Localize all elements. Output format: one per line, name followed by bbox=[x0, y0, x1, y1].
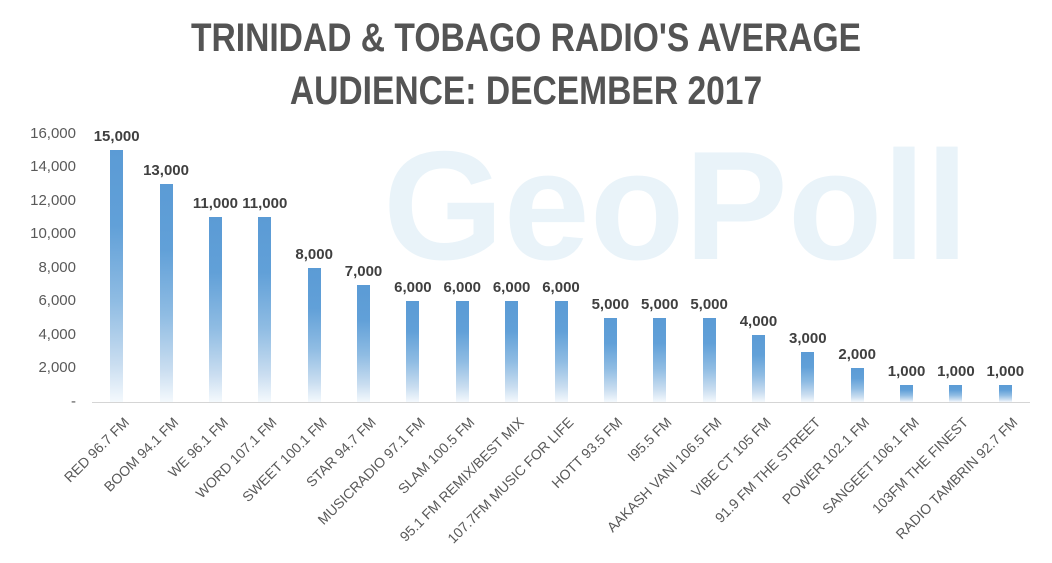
y-axis-tick-label: 10,000 bbox=[30, 225, 76, 243]
value-label: 6,000 bbox=[443, 279, 482, 297]
value-label: 1,000 bbox=[937, 363, 975, 381]
y-axis-tick-label: 14,000 bbox=[30, 158, 76, 176]
chart-title-line-1: TRINIDAD & TOBAGO RADIO'S AVERAGE bbox=[190, 16, 862, 60]
bar-musicradio-97.1-fm bbox=[406, 301, 420, 402]
y-axis-tick-label: 12,000 bbox=[30, 191, 76, 209]
geopoll-watermark: GeoPoll bbox=[383, 119, 969, 292]
chart-title: TRINIDAD & TOBAGO RADIO'S AVERAGE AUDIEN… bbox=[0, 12, 1052, 118]
x-axis-category-text: SWEET 100.1 FM bbox=[238, 414, 330, 505]
x-axis-category-text: I95.5 FM bbox=[624, 414, 676, 465]
value-label: 1,000 bbox=[986, 363, 1025, 381]
y-axis-tick-label: 16,000 bbox=[30, 124, 76, 142]
value-label: 11,000 bbox=[192, 195, 238, 213]
bar-hott-93.5-fm bbox=[603, 318, 617, 402]
chart-title-line-2: AUDIENCE: DECEMBER 2017 bbox=[289, 69, 763, 113]
bar-103fm-the-finest bbox=[949, 385, 963, 402]
value-label: 13,000 bbox=[143, 161, 189, 179]
x-axis-category-text: POWER 102.1 FM bbox=[779, 414, 873, 508]
bar-radio-tambrin-92.7-fm bbox=[998, 385, 1012, 402]
value-label: 5,000 bbox=[640, 296, 679, 314]
bar-91.9-fm-the-street bbox=[801, 351, 815, 402]
bar-sweet-100.1-fm bbox=[307, 267, 321, 402]
value-label: 3,000 bbox=[789, 329, 827, 347]
bar-star-94.7-fm bbox=[357, 284, 371, 402]
y-axis-tick-label: 6,000 bbox=[38, 292, 76, 310]
y-axis-tick-label: 8,000 bbox=[38, 258, 76, 276]
value-label: 6,000 bbox=[542, 279, 580, 297]
y-axis-tick-label: - bbox=[71, 393, 76, 410]
bar-i95.5-fm bbox=[653, 318, 667, 402]
value-label: 4,000 bbox=[739, 312, 778, 330]
value-label: 5,000 bbox=[591, 296, 630, 314]
value-label: 8,000 bbox=[295, 245, 333, 263]
bar-95.1-fm-remix-best-mix bbox=[505, 301, 519, 402]
value-label: 6,000 bbox=[492, 279, 531, 297]
y-axis-tick-label: 2,000 bbox=[38, 359, 76, 377]
bar-aakash-vani-106.5-fm bbox=[702, 318, 716, 402]
value-label: 11,000 bbox=[242, 195, 288, 213]
bar-word-107.1-fm bbox=[258, 217, 272, 402]
y-axis-tick-label: 4,000 bbox=[38, 325, 76, 343]
bar-red-96.7-fm bbox=[110, 150, 124, 402]
bar-slam-100.5-fm bbox=[455, 301, 469, 402]
value-label: 1,000 bbox=[887, 363, 926, 381]
value-label: 6,000 bbox=[394, 279, 432, 297]
bar-power-102.1-fm bbox=[850, 368, 864, 402]
value-label: 15,000 bbox=[93, 128, 140, 146]
value-label: 5,000 bbox=[690, 296, 728, 314]
bar-sangeet-106.1-fm bbox=[900, 385, 914, 402]
bar-107.7fm-music-for-life bbox=[554, 301, 568, 402]
bar-vibe-ct-105-fm bbox=[751, 334, 765, 402]
bar-boom-94.1-fm bbox=[159, 183, 173, 402]
bar-we-96.1-fm bbox=[208, 217, 222, 402]
x-axis-category-text: 103FM THE FINEST bbox=[868, 414, 972, 517]
value-label: 2,000 bbox=[838, 346, 876, 364]
x-axis-line bbox=[92, 402, 1030, 403]
value-label: 7,000 bbox=[344, 262, 383, 280]
